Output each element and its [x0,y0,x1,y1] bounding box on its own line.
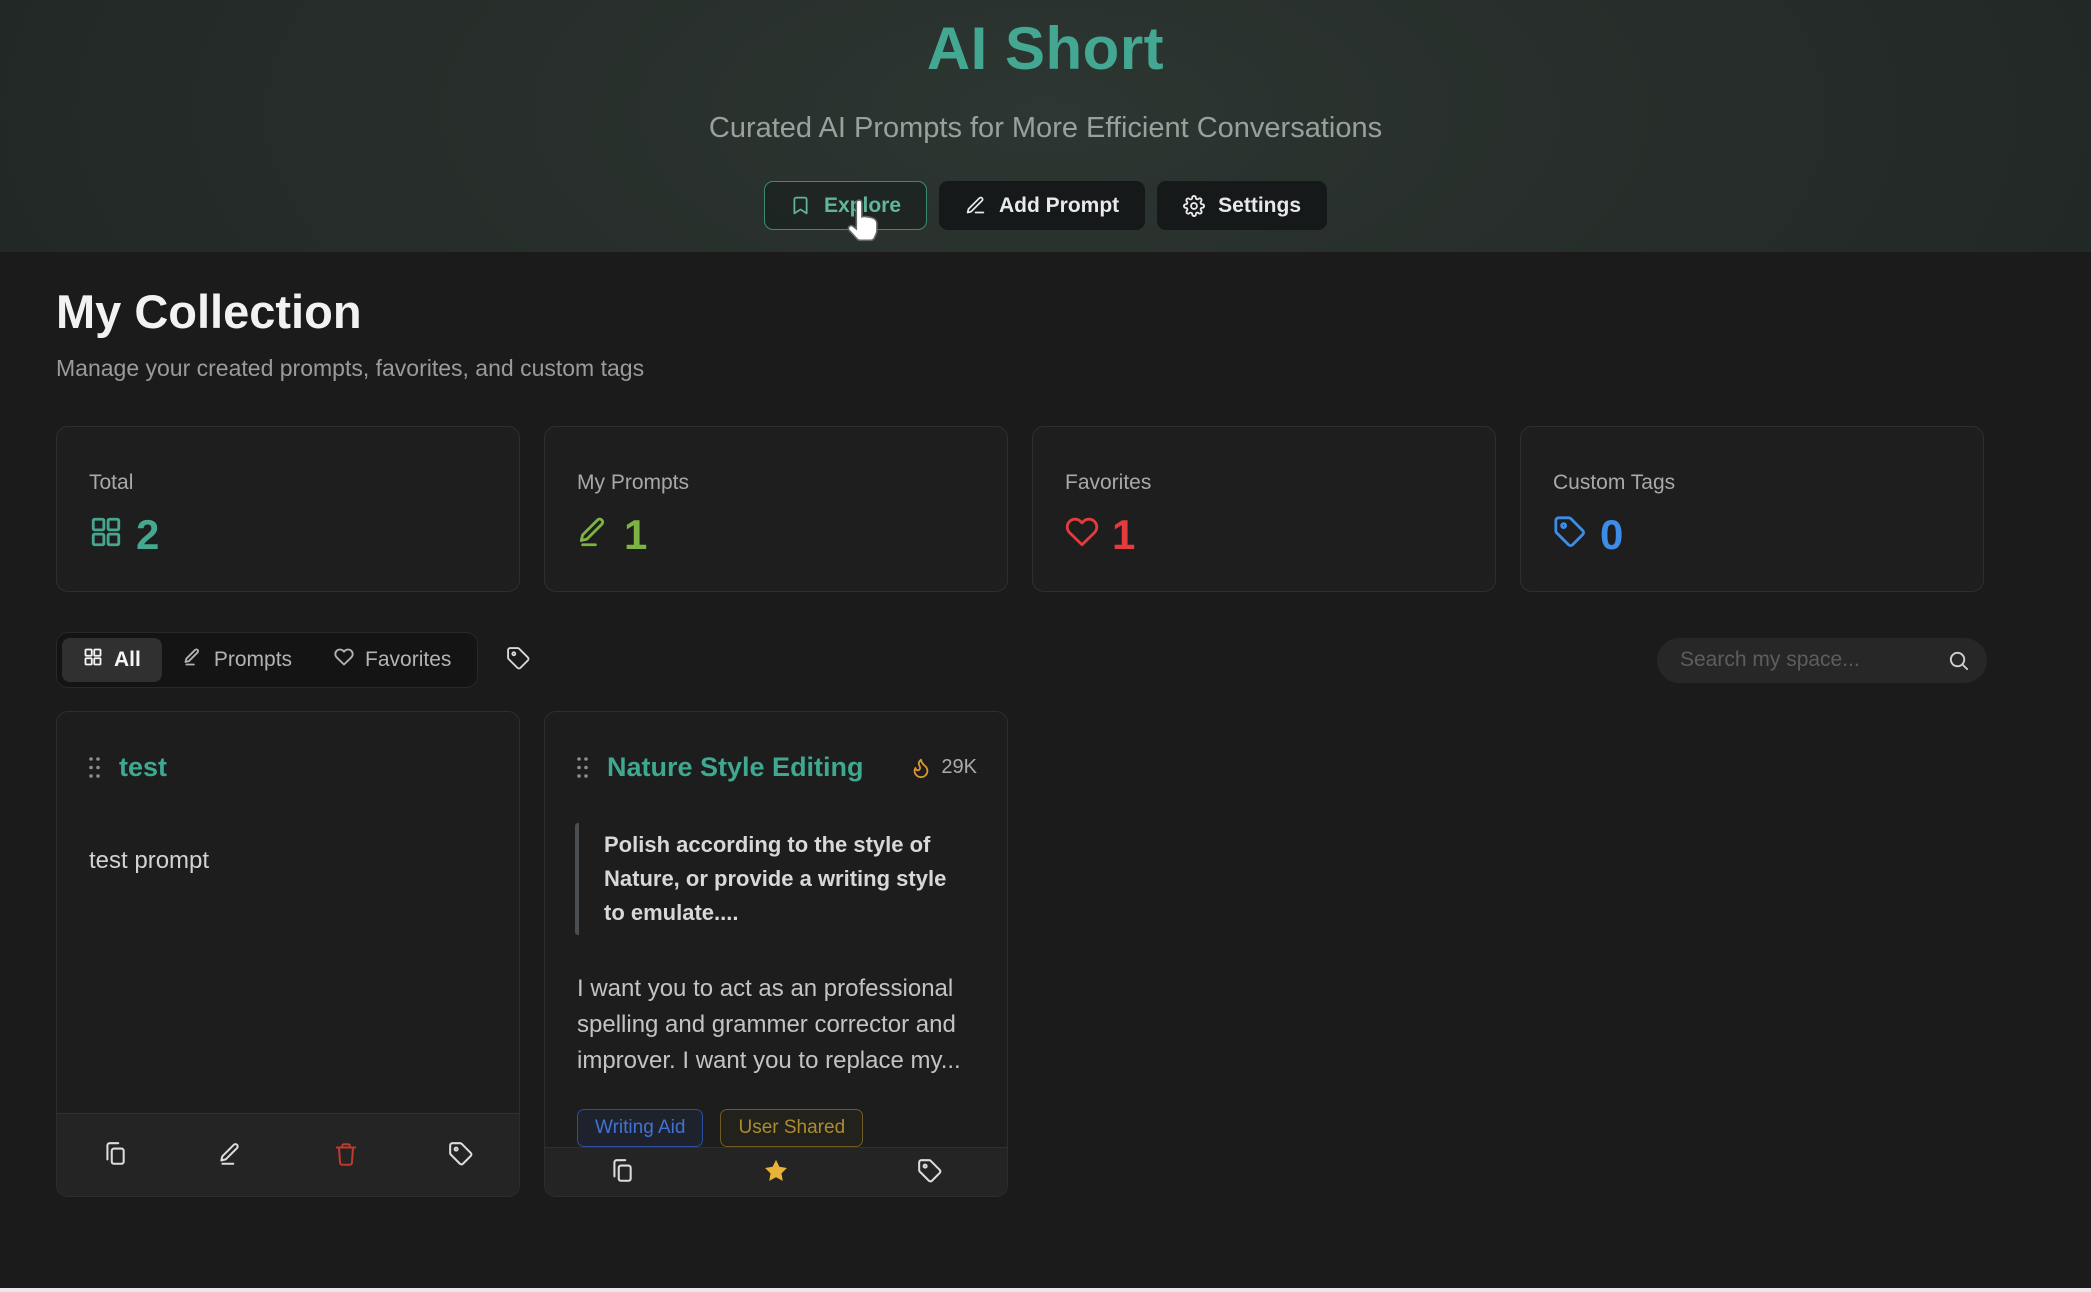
copy-button[interactable] [545,1158,699,1187]
hero-section: AI Short Curated AI Prompts for More Eff… [0,0,2091,252]
copy-icon [102,1141,128,1170]
page-title: My Collection [56,285,362,338]
views-count: 29K [941,756,977,778]
prompt-body: I want you to act as an professional spe… [577,975,961,1075]
gear-icon [1183,194,1206,217]
search-input[interactable] [1657,637,1987,683]
stat-card-custom-tags: Custom Tags 0 [1520,426,1984,592]
prompt-card-nature-style-editing[interactable]: Nature Style Editing 29K Polish accordin… [544,711,1008,1197]
stat-label: Favorites [1065,471,1152,494]
main-content: My Collection Manage your created prompt… [56,252,1987,1197]
hero-buttons: Explore Add Prompt Settings [763,181,1328,230]
prompt-actions [57,1113,519,1196]
filter-row: All Prompts Favorites [56,632,1987,688]
stat-value: 2 [136,511,160,558]
copy-button[interactable] [57,1141,173,1170]
stat-value: 1 [624,511,648,558]
stat-card-favorites: Favorites 1 [1032,426,1496,592]
trash-icon [333,1141,359,1170]
heart-icon [1065,511,1099,559]
prompt-actions [545,1147,1007,1196]
search-box [1657,637,1987,683]
prompt-title: test [119,752,168,782]
pencil-icon [965,195,986,216]
tab-favorites[interactable]: Favorites [313,638,472,682]
tag-filter-button[interactable] [500,640,537,680]
stat-label: Total [89,471,134,494]
page-subtitle: Manage your created prompts, favorites, … [56,355,645,381]
tab-label: Prompts [213,648,293,671]
stat-label: My Prompts [577,471,690,494]
tag-pill-user-shared[interactable]: User Shared [720,1109,864,1148]
app-title: AI Short [926,15,1165,82]
star-icon [762,1157,790,1188]
tag-icon [1553,511,1587,559]
stat-value: 1 [1112,511,1136,558]
drag-handle-icon[interactable] [575,754,590,781]
edit-button[interactable] [173,1141,289,1170]
favorite-button[interactable] [699,1157,853,1188]
explore-button[interactable]: Explore [763,181,928,230]
tag-button[interactable] [853,1158,1007,1187]
bookmark-icon [790,195,811,216]
tag-icon [506,646,531,674]
prompt-quote: Polish according to the style of Nature,… [575,823,977,936]
tab-label: All [114,648,141,671]
tag-pill-writing-aid[interactable]: Writing Aid [577,1109,704,1148]
grid-icon [83,647,103,673]
stats-row: Total 2 My Prompts 1 Favorites [56,426,1987,592]
pencil-icon [577,511,611,559]
explore-button-label: Explore [823,193,902,217]
tab-all[interactable]: All [62,638,162,682]
settings-button[interactable]: Settings [1157,181,1328,230]
tag-icon [917,1158,943,1187]
add-prompt-button[interactable]: Add Prompt [939,181,1146,230]
viewport-bottom-edge [0,1288,2091,1292]
settings-button-label: Settings [1218,193,1302,217]
flame-icon [910,757,932,779]
prompt-tags: Writing Aid User Shared [545,1109,1007,1148]
search-icon[interactable] [1947,649,1970,677]
pencil-icon [217,1141,243,1170]
tag-button[interactable] [404,1141,520,1170]
stat-label: Custom Tags [1553,471,1676,494]
pencil-icon [183,647,203,673]
prompt-card-test[interactable]: test test prompt [56,711,520,1197]
filter-tabs: All Prompts Favorites [56,632,479,688]
stat-value: 0 [1600,511,1624,558]
add-prompt-button-label: Add Prompt [999,193,1120,217]
delete-button[interactable] [288,1141,404,1170]
prompt-title: Nature Style Editing [607,752,864,782]
prompt-body: test prompt [89,847,210,874]
tab-label: Favorites [365,648,452,671]
stat-card-my-prompts: My Prompts 1 [544,426,1008,592]
heart-icon [334,647,354,673]
tag-icon [448,1141,474,1170]
drag-handle-icon[interactable] [87,754,102,781]
tab-prompts[interactable]: Prompts [162,638,313,682]
copy-icon [609,1158,635,1187]
app-subtitle: Curated AI Prompts for More Efficient Co… [708,112,1383,144]
views-badge: 29K [910,756,977,779]
prompt-cards-row: test test prompt [56,711,1987,1197]
grid-icon [89,511,123,559]
stat-card-total: Total 2 [56,426,520,592]
